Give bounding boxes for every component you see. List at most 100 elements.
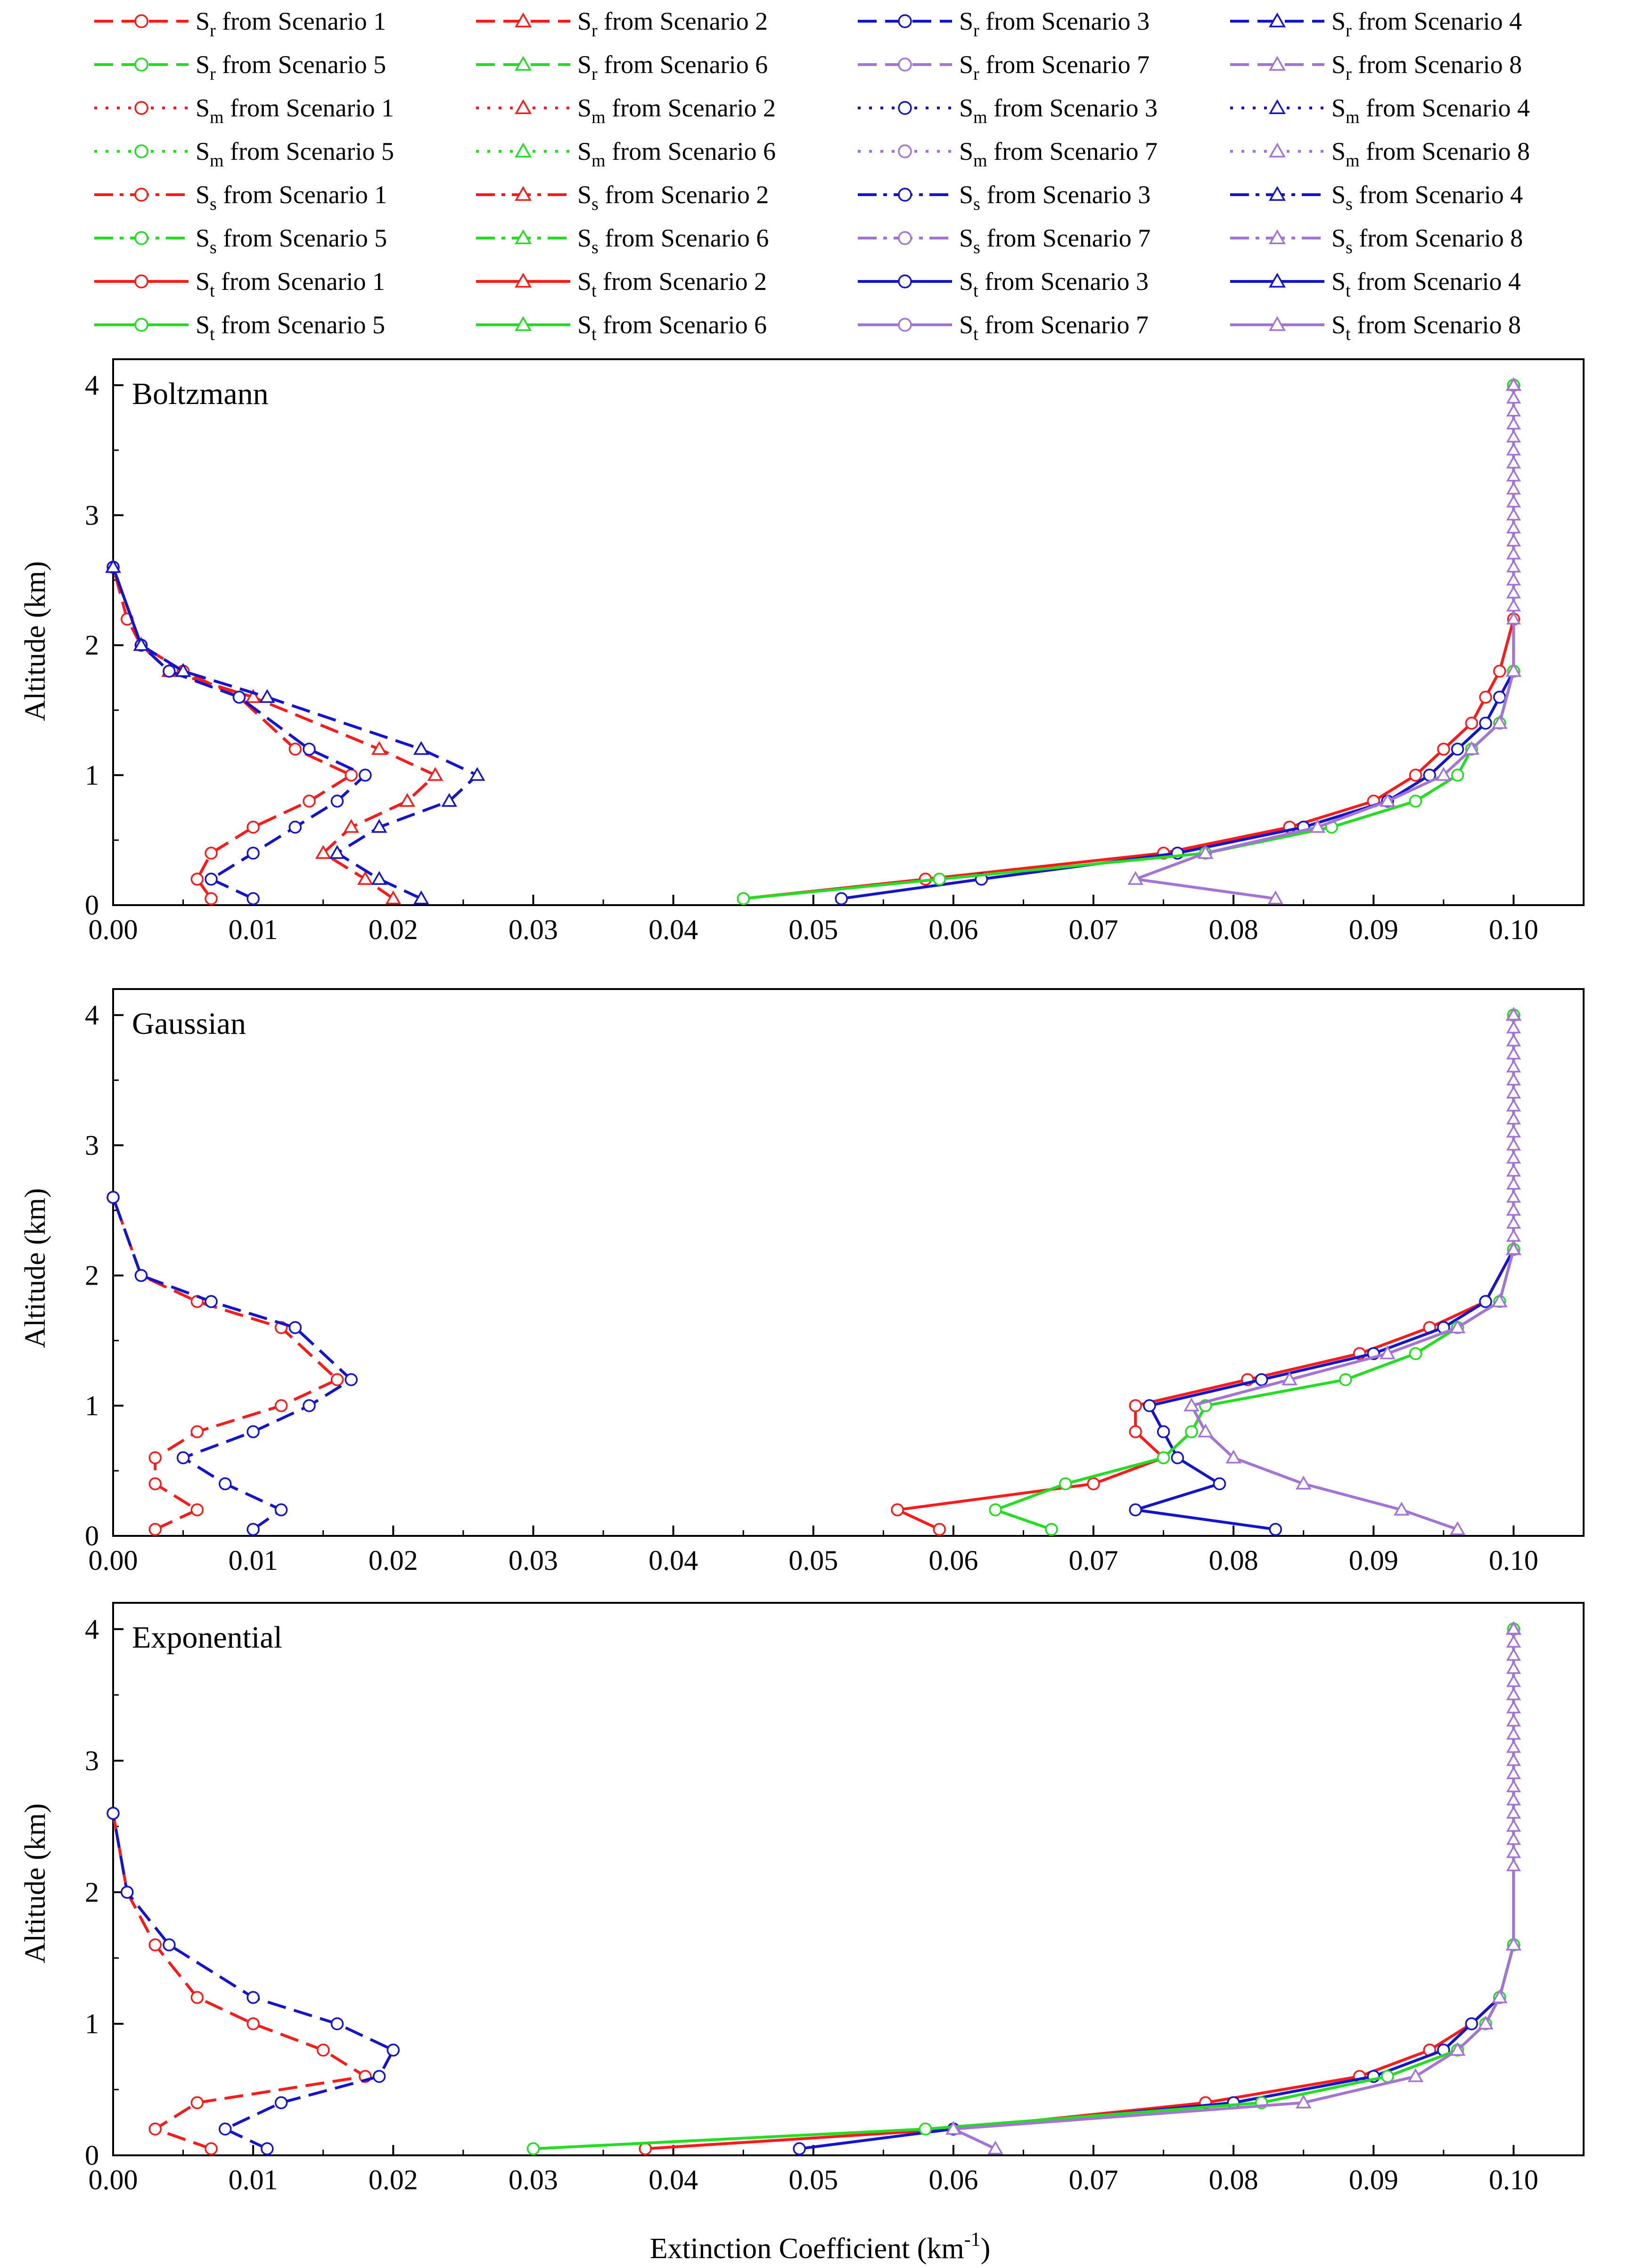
data-point [329,845,345,859]
data-point [1409,768,1422,782]
data-point [303,794,316,808]
legend-label: Sm from Scenario 4 [1331,94,1530,127]
data-point [933,873,946,886]
data-point [1269,1523,1282,1536]
x-tick-label: 0.02 [369,2164,418,2195]
legend-item: Ss from Scenario 7 [858,224,1150,257]
x-tick-label: 0.00 [89,914,138,945]
series-line [841,385,1515,900]
data-point [469,767,485,781]
data-point [1295,1476,1312,1490]
series [891,1008,1520,1536]
x-tick-label: 0.09 [1349,1545,1398,1576]
data-point [316,2044,330,2057]
data-point [1506,1138,1521,1151]
y-tick-label: 3 [85,500,99,531]
data-point [218,2122,232,2136]
data-point [330,1373,344,1386]
x-tick-label: 0.07 [1069,1545,1118,1576]
x-tick-label: 0.10 [1489,2164,1538,2195]
data-point [1506,1858,1521,1872]
x-tick-label: 0.10 [1489,914,1538,945]
legend-label: Ss from Scenario 8 [1331,224,1523,257]
data-point [1506,1713,1521,1727]
legend-item: Sm from Scenario 7 [858,137,1158,171]
data-point [1478,2015,1494,2030]
legend-item: Sm from Scenario 4 [1230,94,1530,127]
data-point [1506,390,1521,404]
data-point [1449,2042,1466,2056]
legend-item: St from Scenario 4 [1230,267,1521,301]
data-point [288,820,302,834]
x-tick-label: 0.10 [1489,1545,1538,1576]
data-point [1183,1397,1199,1411]
data-point [1506,481,1521,495]
data-point [1506,1621,1521,1635]
data-point [1506,507,1521,521]
data-point [1171,1451,1184,1465]
series [107,561,372,905]
legend-label: St from Scenario 8 [1331,311,1521,344]
chart-panels: Boltzmann 0.00 0.01 0.02 0.03 0.04 0.05 0.06 0.0… [85,358,1585,2195]
data-point [330,794,344,808]
data-point [1506,1700,1521,1714]
data-point [1506,1177,1521,1190]
legend-item: Sr from Scenario 8 [1230,50,1522,84]
data-point [1506,404,1521,417]
data-point [134,1269,148,1282]
legend-marker-circle [134,58,148,72]
legend-marker-circle [134,14,148,28]
legend-marker-circle [898,318,912,332]
legend-marker-circle [134,318,148,332]
series [989,1008,1520,1536]
x-tick-label: 0.01 [229,914,278,945]
data-point [1506,1806,1521,1819]
data-point [1493,664,1506,678]
data-point [288,1321,302,1334]
data-point [1506,1726,1521,1740]
legend-label: Sr from Scenario 7 [959,50,1150,84]
legend-label: St from Scenario 3 [959,267,1149,301]
legend-item: Sr from Scenario 7 [858,50,1150,84]
data-point [1465,2017,1479,2030]
data-point [205,873,218,886]
data-point [1506,429,1521,443]
y-tick-label: 0 [85,2140,99,2171]
data-point [105,559,121,573]
data-point [1129,1503,1142,1517]
data-point [1295,2095,1312,2109]
y-tick-label: 0 [85,1520,99,1551]
x-tick-label: 0.05 [789,2164,838,2195]
data-point [1506,598,1521,612]
legend-marker-triangle [515,99,532,114]
data-point [1506,1845,1521,1858]
x-tick-label: 0.09 [1349,2164,1398,2195]
series [1127,377,1522,905]
panel-title: Exponential [132,1620,282,1655]
legend-marker-circle [898,14,912,28]
x-tick-label: 0.01 [229,2164,278,2195]
legend-item: Ss from Scenario 5 [94,224,387,257]
legend-marker-triangle [515,142,532,157]
data-point [1506,1033,1521,1047]
data-point [1463,741,1480,755]
data-point [1506,1072,1521,1086]
legend-label: Ss from Scenario 1 [196,181,387,214]
data-point [1506,1779,1521,1792]
legend-item: Sm from Scenario 5 [94,137,394,171]
y-tick-label: 3 [85,1130,99,1161]
data-point [1506,1229,1521,1242]
legend-item: St from Scenario 1 [94,267,385,301]
series [793,1623,1520,2155]
legend-label: Ss from Scenario 3 [959,181,1150,214]
data-point [1506,611,1521,625]
x-tick-label: 0.04 [649,914,698,945]
data-point [218,1477,232,1491]
data-point [1393,1501,1410,1516]
data-point [1506,572,1521,586]
legend-label: St from Scenario 7 [959,311,1149,344]
data-point [1506,455,1521,469]
data-point [371,819,387,833]
data-point [1282,1371,1298,1386]
series [105,559,444,905]
